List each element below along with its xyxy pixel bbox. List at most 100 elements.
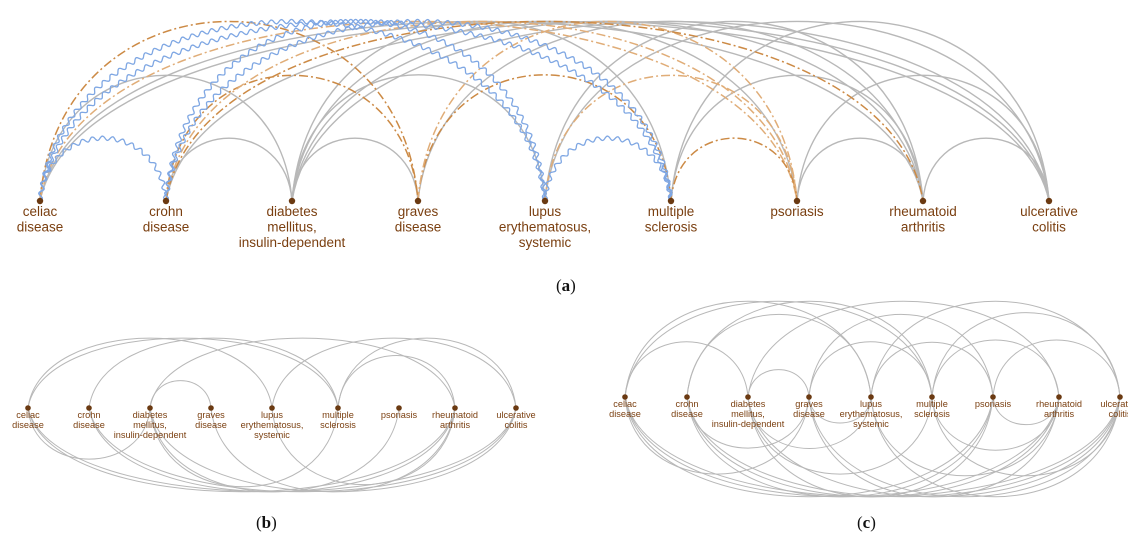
panel-b-node-label-uc: ulcerative colitis [496, 410, 535, 430]
panel-a-node-label-psoriasis: psoriasis [770, 204, 824, 219]
panel-a-node-graves [414, 197, 422, 205]
panel-a-edge-ms-uc [670, 20, 1050, 202]
panel-b-node-psoriasis [396, 405, 402, 411]
panel-a-edge-crohn-lupus-wavy [164, 18, 548, 202]
panel-c-edge-graves-ra [808, 396, 1060, 498]
panel-a-edge-graves-psoriasis-dashdot [417, 20, 798, 202]
panel-b-edge-crohn-ms [88, 337, 339, 409]
panel-c-edge-graves-uc [808, 396, 1121, 498]
panel-c-edge-diabetes-lupus [747, 396, 872, 450]
panel-c-edge-celiac-graves [624, 396, 810, 475]
panel-a-node-label-diabetes: diabetes mellitus, insulin-dependent [239, 204, 346, 250]
panel-a-node-label-celiac: celiac disease [17, 204, 64, 235]
panel-c-edge-crohn-ms [686, 300, 933, 398]
panel-b-node-celiac [25, 405, 31, 411]
panel-a-nodes: celiac disease crohn disease diabetes mellitu… [17, 197, 1078, 250]
panel-a-node-lupus [541, 197, 549, 205]
panel-c-caption: (c) [857, 513, 876, 532]
panel-c-edge-ms-uc [931, 312, 1121, 398]
panel-a-edge-graves-ra [417, 20, 924, 202]
panel-a-edge-lupus-psoriasis-dashdot [544, 74, 798, 202]
panel-c-edge-crohn-psoriasis [686, 396, 994, 498]
panel-b-node-ra [452, 405, 458, 411]
panel-a-edges [38, 18, 1050, 202]
panel-c-edge-crohn-graves [686, 396, 810, 449]
panel-a-edge-celiac-psoriasis-dashdot [39, 20, 798, 202]
panel-c-edge-diabetes-graves [747, 369, 810, 398]
panel-c-edge-celiac-diabetes [624, 341, 749, 398]
panel-c-node-label-lupus: lupus erythematosus, systemic [840, 399, 903, 429]
panel-c-edge-ms-ra [931, 339, 1060, 398]
panel-b-node-lupus [269, 405, 275, 411]
panel-b-edge-celiac-ms [27, 337, 339, 409]
panel-c-edge-graves-lupus [808, 396, 872, 424]
panel-b-node-label-ms: multiple sclerosis [320, 410, 356, 430]
panel-a-edge-celiac-graves-dashdot [39, 20, 419, 202]
panel-a-arc-diagram: celiac disease crohn disease diabetes mellitu… [17, 18, 1078, 295]
panel-a-node-diabetes [288, 197, 296, 205]
panel-b-edge-ms-ra [337, 354, 456, 409]
panel-a-caption: (a) [556, 276, 576, 295]
panel-a-node-ra [919, 197, 927, 205]
panel-c-node-ra [1056, 394, 1062, 400]
panel-c-node-celiac [622, 394, 628, 400]
panel-a-edge-ra-uc [922, 137, 1050, 202]
panel-a-edge-crohn-psoriasis-dashdot [165, 20, 798, 202]
panel-b-node-label-psoriasis: psoriasis [381, 410, 418, 420]
panel-c-edge-celiac-ms [624, 300, 933, 398]
panel-c-node-diabetes [745, 394, 751, 400]
panel-a-node-label-lupus: lupus erythematosus, systemic [499, 204, 591, 250]
panel-b-nodes: celiac disease crohn disease diabetes mellitu… [12, 405, 536, 440]
panel-a-edge-ms-ra [670, 74, 924, 202]
panel-b-caption: (b) [256, 513, 277, 532]
panel-c-node-ms [929, 394, 935, 400]
panel-b-edge-celiac-diabetes [27, 407, 151, 460]
panel-a-edge-lupus-ra [544, 20, 924, 202]
panel-c-edge-lupus-ra [870, 396, 1060, 477]
panel-c-edge-diabetes-ra [747, 300, 1060, 398]
panel-a-edge-lupus-uc [544, 20, 1050, 202]
panel-a-edge-crohn-ms-wavy [164, 18, 674, 202]
panel-c-edge-psoriasis-ra [992, 396, 1060, 426]
panel-a-edge-psoriasis-uc [796, 74, 1050, 202]
panel-b-edge-diabetes-psoriasis [149, 407, 400, 493]
panel-a-edge-celiac-ms-wavy [38, 18, 673, 202]
panel-b-edge-diabetes-ms [149, 407, 339, 488]
panel-b-node-uc [513, 405, 519, 411]
panel-b-arc-diagram: celiac disease crohn disease diabetes mellitu… [12, 337, 536, 532]
panel-c-node-lupus [868, 394, 874, 400]
panel-a-node-label-uc: ulcerative colitis [1020, 204, 1078, 235]
panel-a-node-psoriasis [793, 197, 801, 205]
panel-c-edge-lupus-uc [870, 300, 1121, 398]
panel-c-node-label-crohn: crohn disease [671, 399, 703, 419]
panel-b-node-ms [335, 405, 341, 411]
panel-c-node-label-psoriasis: psoriasis [975, 399, 1012, 409]
panel-b-node-crohn [86, 405, 92, 411]
panel-a-edge-diabetes-uc [291, 20, 1050, 202]
panel-a-node-label-graves: graves disease [395, 204, 442, 235]
panel-c-edge-psoriasis-uc [992, 339, 1121, 398]
panel-c-node-label-celiac: celiac disease [609, 399, 641, 419]
panel-a-node-uc [1045, 197, 1053, 205]
panel-a-edge-crohn-diabetes [165, 137, 293, 202]
panel-a-edge-celiac-crohn-wavy [38, 135, 168, 202]
panel-c-edge-lupus-psoriasis [870, 341, 994, 398]
panel-b-edge-celiac-lupus [27, 337, 273, 409]
panel-b-node-label-celiac: celiac disease [12, 410, 44, 430]
panel-a-edge-celiac-uc [39, 20, 1050, 202]
panel-c-edge-graves-ms [808, 341, 933, 398]
panel-a-node-celiac [36, 197, 44, 205]
panel-c-edge-diabetes-ms [747, 396, 933, 475]
panel-a-edge-ms-psoriasis-dashdot [670, 137, 798, 202]
panel-b-node-label-graves: graves disease [195, 410, 227, 430]
panel-c-node-crohn [684, 394, 690, 400]
panel-b-node-diabetes [147, 405, 153, 411]
panel-b-node-label-lupus: lupus erythematosus, systemic [241, 410, 304, 440]
panel-a-edge-lupus-ms-wavy [543, 135, 673, 202]
panel-b-edge-lupus-ra [271, 407, 456, 486]
panel-b-edge-graves-ra [210, 407, 456, 493]
panel-a-node-ms [667, 197, 675, 205]
panel-c-node-label-diabetes: diabetes mellitus, insulin-dependent [712, 399, 785, 429]
panel-b-edge-diabetes-graves [149, 380, 212, 409]
